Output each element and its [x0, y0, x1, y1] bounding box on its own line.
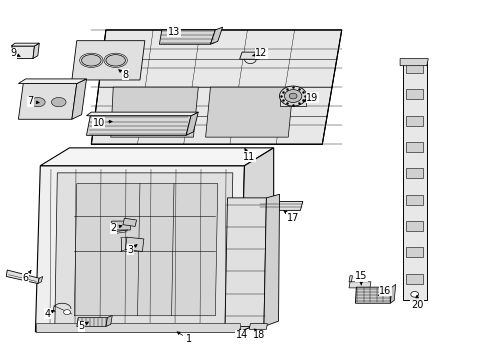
Text: 11: 11: [243, 148, 255, 162]
Polygon shape: [405, 89, 423, 99]
Polygon shape: [399, 59, 427, 66]
Polygon shape: [35, 166, 244, 332]
Polygon shape: [111, 221, 131, 230]
Polygon shape: [348, 282, 370, 288]
Polygon shape: [239, 148, 273, 332]
Polygon shape: [55, 173, 232, 325]
Polygon shape: [405, 194, 423, 204]
Bar: [279, 99, 305, 106]
Polygon shape: [125, 237, 143, 251]
Polygon shape: [239, 52, 261, 59]
Polygon shape: [86, 116, 191, 135]
Polygon shape: [389, 284, 395, 303]
Text: 6: 6: [22, 270, 31, 283]
Polygon shape: [11, 43, 39, 46]
Circle shape: [410, 292, 418, 297]
Polygon shape: [77, 318, 107, 327]
Polygon shape: [402, 60, 426, 300]
Polygon shape: [348, 276, 352, 282]
Text: 8: 8: [119, 69, 128, 80]
Text: 2: 2: [110, 223, 122, 233]
Text: 9: 9: [10, 48, 20, 58]
Text: 4: 4: [44, 309, 54, 319]
Text: 18: 18: [252, 329, 264, 341]
Polygon shape: [111, 87, 198, 137]
Circle shape: [284, 90, 301, 103]
Text: 1: 1: [177, 332, 191, 344]
Polygon shape: [405, 142, 423, 152]
Ellipse shape: [51, 98, 66, 107]
Text: 20: 20: [410, 295, 423, 310]
Polygon shape: [405, 274, 423, 284]
Polygon shape: [122, 218, 136, 226]
Text: 13: 13: [167, 27, 181, 37]
Polygon shape: [6, 270, 39, 284]
Polygon shape: [72, 41, 144, 80]
Polygon shape: [405, 116, 423, 126]
Polygon shape: [224, 198, 266, 327]
Text: 15: 15: [354, 271, 366, 285]
Polygon shape: [205, 87, 292, 137]
Text: 17: 17: [284, 211, 299, 222]
Polygon shape: [186, 112, 198, 135]
Polygon shape: [405, 247, 423, 257]
Polygon shape: [264, 194, 279, 327]
Polygon shape: [210, 27, 222, 44]
Polygon shape: [249, 324, 267, 329]
Polygon shape: [405, 168, 423, 178]
Text: 16: 16: [378, 286, 391, 296]
Polygon shape: [405, 63, 423, 73]
Polygon shape: [91, 30, 341, 144]
Text: 10: 10: [92, 118, 112, 128]
Polygon shape: [259, 202, 302, 210]
Ellipse shape: [81, 55, 101, 66]
Text: 12: 12: [252, 48, 267, 58]
Polygon shape: [355, 287, 391, 303]
Circle shape: [288, 93, 296, 99]
Ellipse shape: [30, 98, 45, 107]
Polygon shape: [86, 112, 198, 116]
Polygon shape: [19, 79, 86, 84]
Polygon shape: [159, 30, 215, 44]
Circle shape: [63, 310, 70, 315]
Circle shape: [279, 86, 306, 106]
Polygon shape: [405, 221, 423, 231]
Polygon shape: [40, 148, 273, 166]
Text: 5: 5: [79, 321, 88, 332]
Polygon shape: [38, 276, 42, 284]
Text: 14: 14: [236, 329, 248, 341]
Text: 7: 7: [27, 96, 39, 107]
Polygon shape: [11, 46, 34, 59]
Polygon shape: [74, 184, 217, 316]
Text: 3: 3: [127, 244, 137, 255]
Text: 19: 19: [303, 93, 318, 103]
Polygon shape: [19, 84, 77, 119]
Ellipse shape: [106, 55, 125, 66]
Polygon shape: [36, 323, 239, 332]
Polygon shape: [72, 79, 86, 119]
Polygon shape: [33, 43, 39, 59]
Polygon shape: [106, 315, 112, 327]
